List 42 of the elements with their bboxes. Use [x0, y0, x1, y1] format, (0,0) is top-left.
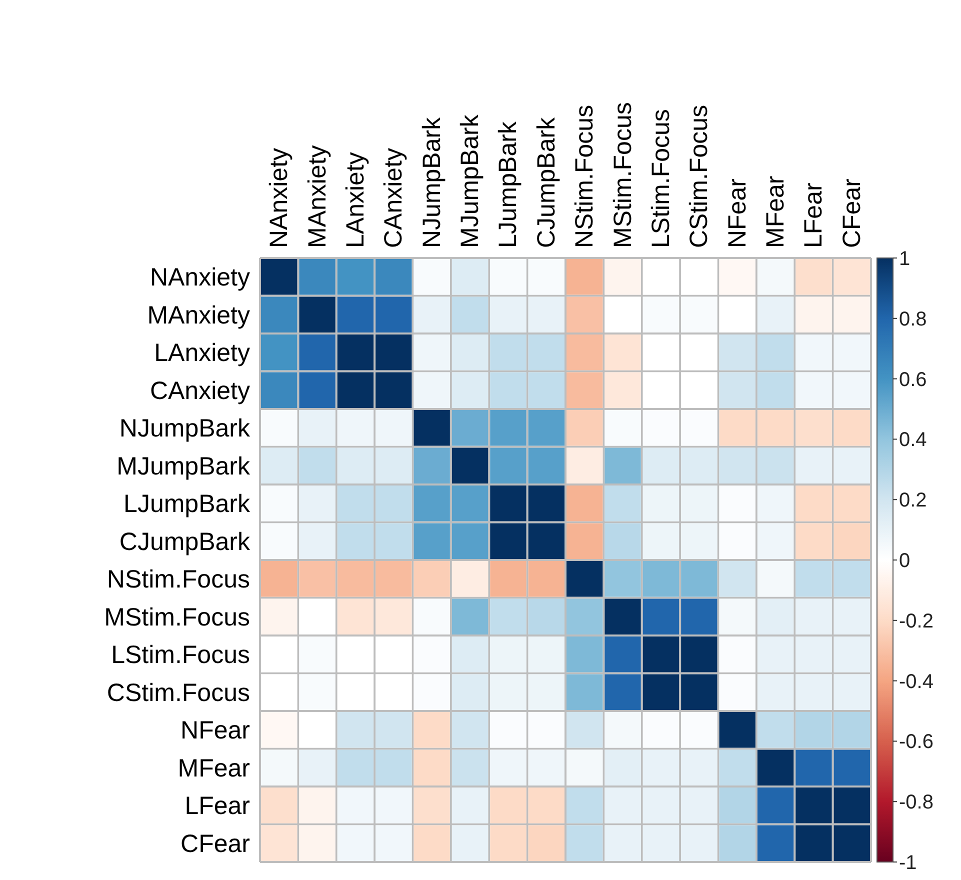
- color-bar-label: 0: [899, 550, 910, 572]
- color-bar-label: 1: [899, 248, 910, 270]
- x-tick-label: CAnxiety: [380, 147, 408, 248]
- color-bar-label: -1: [899, 852, 917, 874]
- y-tick-label: LFear: [184, 792, 250, 820]
- y-tick-label: LAnxiety: [154, 339, 250, 368]
- y-tick-label: CStim.Focus: [106, 678, 250, 707]
- y-tick-label: LStim.Focus: [111, 641, 250, 670]
- color-bar-label: 0.8: [899, 308, 927, 330]
- color-bar-label: 0.2: [899, 490, 927, 512]
- x-tick-label: NFear: [723, 178, 752, 248]
- y-tick-label: CJumpBark: [119, 528, 250, 556]
- y-tick-label: CFear: [180, 830, 250, 858]
- x-tick-label: MFear: [762, 176, 790, 248]
- color-bar-label: 0.6: [899, 368, 927, 391]
- color-bar-label: -0.6: [899, 731, 934, 754]
- y-tick-label: MFear: [178, 754, 250, 782]
- x-tick-label: NStim.Focus: [570, 104, 599, 248]
- y-tick-label: MStim.Focus: [104, 603, 250, 632]
- x-tick-label: LAnxiety: [341, 152, 370, 248]
- y-tick-label: NJumpBark: [119, 414, 250, 443]
- y-tick-label: LJumpBark: [124, 490, 250, 518]
- y-tick-label: NStim.Focus: [106, 566, 250, 594]
- x-tick-label: LStim.Focus: [646, 109, 675, 248]
- y-tick-label: MAnxiety: [147, 301, 250, 330]
- y-tick-label: CAnxiety: [150, 376, 250, 405]
- x-tick-label: CFear: [838, 178, 866, 248]
- color-bar-label: -0.2: [899, 610, 934, 632]
- y-tick-label: MJumpBark: [116, 452, 250, 480]
- x-tick-label: NJumpBark: [418, 116, 446, 248]
- x-tick-label: CStim.Focus: [685, 104, 714, 248]
- y-tick-label: NAnxiety: [150, 264, 250, 292]
- color-bar-label: -0.8: [899, 792, 934, 814]
- x-tick-label: MStim.Focus: [608, 102, 637, 248]
- x-tick-label: LJumpBark: [494, 121, 522, 248]
- x-tick-label: MAnxiety: [303, 144, 332, 248]
- y-tick-label: NFear: [180, 716, 250, 745]
- x-tick-label: MJumpBark: [456, 114, 484, 248]
- x-tick-label: CJumpBark: [532, 116, 560, 248]
- x-tick-label: LFear: [800, 182, 828, 248]
- color-bar-label: -0.4: [899, 670, 934, 693]
- color-bar-label: 0.4: [899, 429, 927, 452]
